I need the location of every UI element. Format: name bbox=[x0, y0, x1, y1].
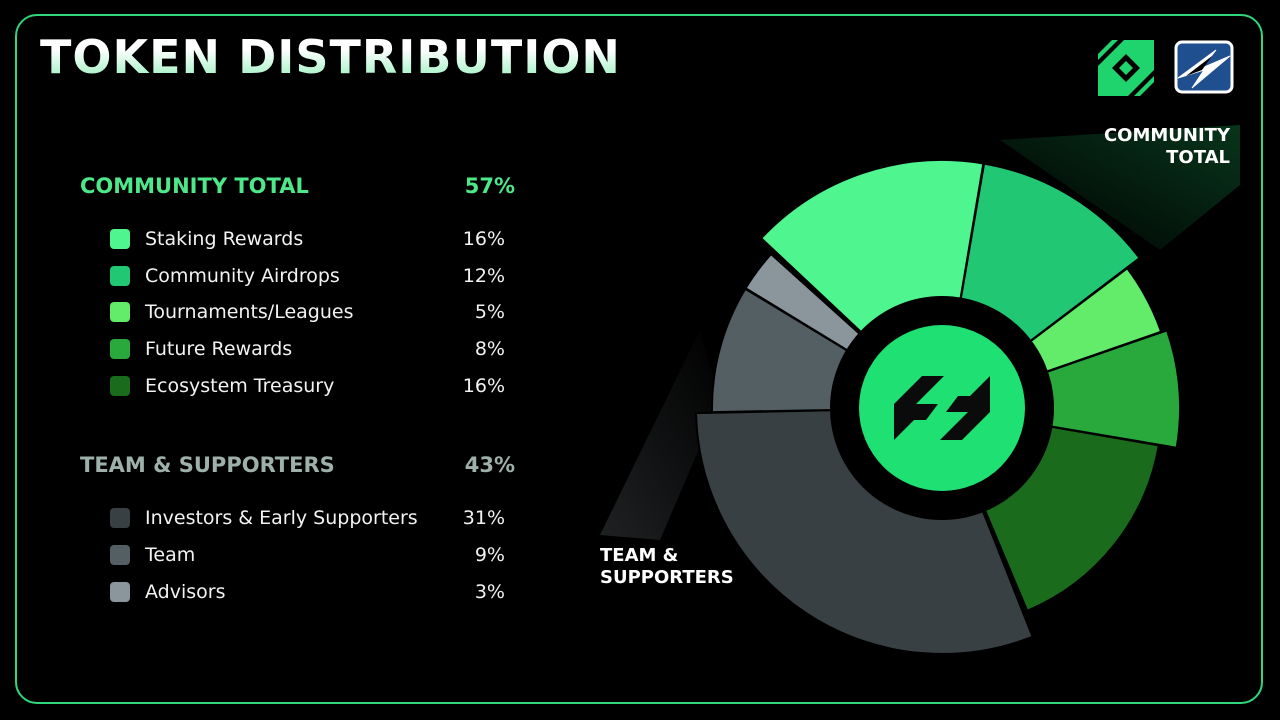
legend-value: 12% bbox=[462, 265, 505, 287]
legend-item: Future Rewards 8% bbox=[110, 336, 505, 362]
legend-label: Future Rewards bbox=[145, 338, 293, 360]
legend-swatch bbox=[110, 229, 130, 249]
legend-label: Advisors bbox=[145, 581, 226, 603]
legend-swatch bbox=[110, 508, 130, 528]
legend-value: 16% bbox=[462, 375, 505, 397]
center-logo-icon bbox=[894, 376, 990, 440]
legend-label: Ecosystem Treasury bbox=[145, 375, 335, 397]
legend-label: Staking Rewards bbox=[145, 228, 304, 250]
brand-logo-icon bbox=[1098, 40, 1154, 96]
team-glow bbox=[600, 330, 720, 540]
legend-swatch bbox=[110, 545, 130, 565]
community-glow bbox=[1000, 125, 1240, 250]
group-percent: 57% bbox=[464, 174, 515, 198]
legend-label: Community Airdrops bbox=[145, 265, 340, 287]
legend-value: 8% bbox=[474, 338, 505, 360]
group-header-team: TEAM & SUPPORTERS 43% bbox=[80, 453, 515, 477]
legend-item: Investors & Early Supporters 31% bbox=[110, 505, 505, 531]
legend-swatch bbox=[110, 302, 130, 322]
legend-value: 3% bbox=[474, 581, 505, 603]
community-callout: COMMUNITY TOTAL bbox=[1103, 125, 1230, 168]
legend-label: Tournaments/Leagues bbox=[145, 301, 354, 323]
legend-swatch bbox=[110, 339, 130, 359]
legend-item: Staking Rewards 16% bbox=[110, 226, 505, 252]
group-header-community: COMMUNITY TOTAL 57% bbox=[80, 174, 515, 198]
legend-item: Community Airdrops 12% bbox=[110, 263, 505, 289]
legend-value: 9% bbox=[474, 544, 505, 566]
legend-swatch bbox=[110, 582, 130, 602]
group-percent: 43% bbox=[464, 453, 515, 477]
team-callout: TEAM & SUPPORTERS bbox=[600, 545, 734, 588]
legend-item: Advisors 3% bbox=[110, 579, 505, 605]
page-title: TOKEN DISTRIBUTION bbox=[40, 30, 621, 84]
legend-value: 5% bbox=[474, 301, 505, 323]
legend-value: 16% bbox=[462, 228, 505, 250]
partner-logo-icon bbox=[1174, 40, 1234, 94]
legend-label: Team bbox=[145, 544, 196, 566]
legend-item: Ecosystem Treasury 16% bbox=[110, 373, 505, 399]
center-logo-disc bbox=[859, 325, 1025, 491]
legend-label: Investors & Early Supporters bbox=[145, 507, 418, 529]
legend-item: Tournaments/Leagues 5% bbox=[110, 299, 505, 325]
legend-item: Team 9% bbox=[110, 542, 505, 568]
legend-value: 31% bbox=[462, 507, 505, 529]
legend-swatch bbox=[110, 266, 130, 286]
group-label: COMMUNITY TOTAL bbox=[80, 174, 309, 198]
group-label: TEAM & SUPPORTERS bbox=[80, 453, 335, 477]
legend-swatch bbox=[110, 376, 130, 396]
